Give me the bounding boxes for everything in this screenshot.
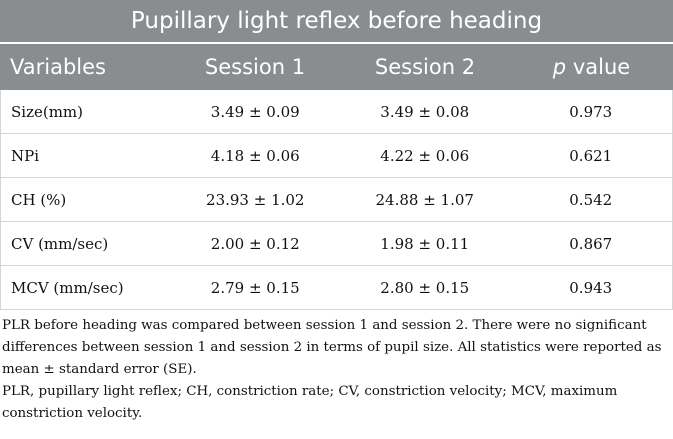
header-value-word: value (572, 55, 631, 79)
row-p-value: 0.542 (569, 190, 613, 209)
table-row: CV (mm/sec) 2.00 ± 0.12 1.98 ± 0.11 0.86… (1, 222, 672, 266)
table-row: CH (%) 23.93 ± 1.02 24.88 ± 1.07 0.542 (1, 178, 672, 222)
header-session-1: Session 1 (204, 55, 306, 79)
row-session-1: 2.79 ± 0.15 (210, 278, 300, 297)
table-row: NPi 4.18 ± 0.06 4.22 ± 0.06 0.621 (1, 134, 672, 178)
table-row: MCV (mm/sec) 2.79 ± 0.15 2.80 ± 0.15 0.9… (1, 266, 672, 310)
row-variable: CV (mm/sec) (11, 234, 109, 253)
header-session-2: Session 2 (374, 55, 476, 79)
header-p-value: p value (510, 55, 673, 79)
footnote-abbreviations: PLR, pupillary light reflex; CH, constri… (2, 384, 618, 421)
row-session-1: 3.49 ± 0.09 (210, 102, 300, 121)
row-session-1: 4.18 ± 0.06 (210, 146, 300, 165)
row-p-value: 0.943 (569, 278, 613, 297)
footnote-comparison: PLR before heading was compared between … (2, 318, 662, 377)
row-session-2: 3.49 ± 0.08 (380, 102, 470, 121)
row-session-2: 2.80 ± 0.15 (380, 278, 470, 297)
row-p-value: 0.867 (569, 234, 613, 253)
row-p-value: 0.973 (569, 102, 613, 121)
row-session-1: 23.93 ± 1.02 (206, 190, 305, 209)
row-session-1: 2.00 ± 0.12 (210, 234, 300, 253)
table-header-row: Variables Session 1 Session 2 p value (0, 44, 673, 90)
data-table: Pupillary light reflex before heading Va… (0, 0, 673, 310)
row-session-2: 24.88 ± 1.07 (375, 190, 474, 209)
table-title-text: Pupillary light reflex before heading (130, 8, 543, 34)
row-p-value: 0.621 (569, 146, 613, 165)
table-footnotes: PLR before heading was compared between … (2, 315, 670, 425)
row-session-2: 4.22 ± 0.06 (380, 146, 470, 165)
row-variable: Size(mm) (11, 102, 84, 121)
row-variable: CH (%) (11, 190, 67, 209)
table-body: Size(mm) 3.49 ± 0.09 3.49 ± 0.08 0.973 N… (0, 90, 673, 310)
header-variables: Variables (10, 55, 106, 79)
row-session-2: 1.98 ± 0.11 (380, 234, 470, 253)
header-p-letter: p (552, 55, 567, 79)
table-title: Pupillary light reflex before heading (0, 0, 673, 44)
row-variable: MCV (mm/sec) (11, 278, 124, 297)
table-row: Size(mm) 3.49 ± 0.09 3.49 ± 0.08 0.973 (1, 90, 672, 134)
row-variable: NPi (11, 146, 40, 165)
